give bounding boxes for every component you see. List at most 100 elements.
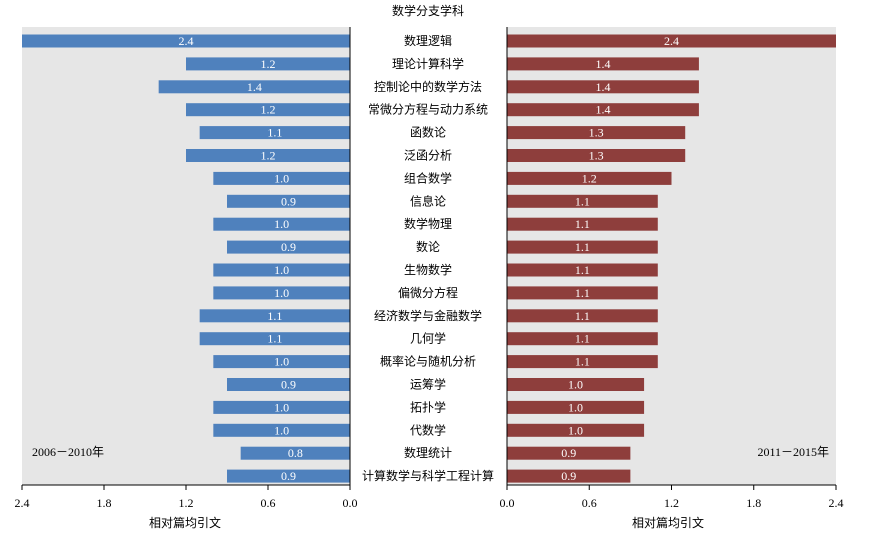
bar-left xyxy=(199,332,350,346)
bar-left xyxy=(186,57,350,71)
value-label-left: 1.0 xyxy=(274,217,289,231)
tick-label: 0.0 xyxy=(343,496,358,510)
category-label: 理论计算科学 xyxy=(392,56,464,71)
bar-right xyxy=(507,34,836,48)
value-label-left: 0.9 xyxy=(281,194,296,208)
bar-left xyxy=(186,149,350,162)
value-label-right: 1.0 xyxy=(568,423,583,437)
right-plot-background xyxy=(507,27,836,485)
tick-label: 1.8 xyxy=(97,496,112,510)
value-label-right: 1.3 xyxy=(589,149,604,163)
category-label: 几何学 xyxy=(410,331,446,346)
value-label-right: 1.1 xyxy=(575,309,590,323)
tick-label: 1.8 xyxy=(746,496,761,510)
bar-right xyxy=(507,217,658,231)
bar-right xyxy=(507,171,672,185)
tick-label: 0.6 xyxy=(261,496,276,510)
bar-left xyxy=(213,217,350,231)
tick-label: 1.2 xyxy=(179,496,194,510)
value-label-right: 1.1 xyxy=(575,332,590,346)
value-label-left: 1.0 xyxy=(274,355,289,369)
category-label: 数论 xyxy=(416,239,440,254)
category-label: 计算数学与科学工程计算 xyxy=(362,468,494,483)
category-label: 运筹学 xyxy=(410,377,446,392)
bar-left xyxy=(240,446,350,460)
tick-label: 2.4 xyxy=(829,496,844,510)
value-label-left: 1.1 xyxy=(267,332,282,346)
category-label: 组合数学 xyxy=(404,170,452,185)
category-label: 控制论中的数学方法 xyxy=(374,79,482,94)
value-label-left: 2.4 xyxy=(179,34,194,48)
value-label-left: 0.8 xyxy=(288,446,303,460)
value-label-right: 1.4 xyxy=(595,80,610,94)
value-label-left: 1.4 xyxy=(247,80,262,94)
bar-right xyxy=(507,423,645,437)
value-label-left: 1.2 xyxy=(261,57,276,71)
bar-left xyxy=(213,171,350,185)
bar-right xyxy=(507,57,699,71)
bar-left xyxy=(227,194,350,208)
value-label-left: 1.0 xyxy=(274,263,289,277)
value-label-right: 1.1 xyxy=(575,194,590,208)
value-label-right: 0.9 xyxy=(561,446,576,460)
value-label-left: 1.0 xyxy=(274,286,289,300)
tick-label: 0.6 xyxy=(582,496,597,510)
category-label: 生物数学 xyxy=(404,262,452,277)
bar-right xyxy=(507,80,699,94)
bar-right xyxy=(507,126,686,140)
value-label-left: 1.0 xyxy=(274,171,289,185)
bar-right xyxy=(507,332,658,346)
value-label-right: 1.1 xyxy=(575,355,590,369)
bar-right xyxy=(507,103,699,117)
value-label-right: 1.0 xyxy=(568,400,583,414)
category-label: 概率论与随机分析 xyxy=(380,354,476,369)
bar-right xyxy=(507,355,658,369)
bar-left xyxy=(199,309,350,323)
right-axis-title: 相对篇均引文 xyxy=(632,515,704,530)
value-label-right: 2.4 xyxy=(664,34,679,48)
category-label: 数理逻辑 xyxy=(404,33,452,48)
value-label-left: 0.9 xyxy=(281,469,296,483)
category-label: 信息论 xyxy=(410,193,446,208)
bar-left xyxy=(227,378,350,391)
value-label-right: 0.9 xyxy=(561,469,576,483)
tick-label: 1.2 xyxy=(664,496,679,510)
bar-right xyxy=(507,194,658,208)
category-label: 泛函分析 xyxy=(404,149,452,163)
right-bars: 2.4 1.4 1.4 1.4 1.3 1.3 1.2 1.1 1.1 1.1 1.1 1.1 1.1 1… xyxy=(507,34,836,483)
bar-right xyxy=(507,469,631,483)
bar-left xyxy=(213,286,350,300)
category-label: 数学物理 xyxy=(404,216,452,231)
value-label-left: 1.2 xyxy=(261,103,276,117)
value-label-right: 1.1 xyxy=(575,217,590,231)
bar-right xyxy=(507,378,645,391)
bar-right xyxy=(507,263,658,277)
bar-right xyxy=(507,240,658,254)
tick-label: 2.4 xyxy=(15,496,30,510)
bar-left xyxy=(213,423,350,437)
bar-right xyxy=(507,446,631,460)
left-plot-background xyxy=(22,27,350,485)
value-label-left: 1.2 xyxy=(261,149,276,163)
value-label-right: 1.3 xyxy=(589,126,604,140)
value-label-right: 1.0 xyxy=(568,378,583,392)
value-label-left: 0.9 xyxy=(281,378,296,392)
right-x-axis: 0.0 0.6 1.2 1.8 2.4 xyxy=(500,27,844,510)
value-label-left: 1.0 xyxy=(274,400,289,414)
bar-left xyxy=(186,103,350,117)
value-label-left: 1.1 xyxy=(267,126,282,140)
bar-right xyxy=(507,286,658,300)
left-bars: 2.4 1.2 1.4 1.2 1.1 1.2 1.0 0.9 1.0 0.9 1.0 1.0 1.1 1… xyxy=(22,34,350,483)
bar-left xyxy=(22,34,350,48)
value-label-left: 1.0 xyxy=(274,423,289,437)
value-label-right: 1.1 xyxy=(575,240,590,254)
bar-left xyxy=(213,355,350,369)
value-label-left: 0.9 xyxy=(281,240,296,254)
bar-left xyxy=(199,126,350,140)
value-label-right: 1.1 xyxy=(575,263,590,277)
tick-label: 0.0 xyxy=(500,496,515,510)
category-label: 偏微分方程 xyxy=(398,285,458,300)
right-period-label: 2011－2015年 xyxy=(757,445,829,459)
bar-right xyxy=(507,309,658,323)
